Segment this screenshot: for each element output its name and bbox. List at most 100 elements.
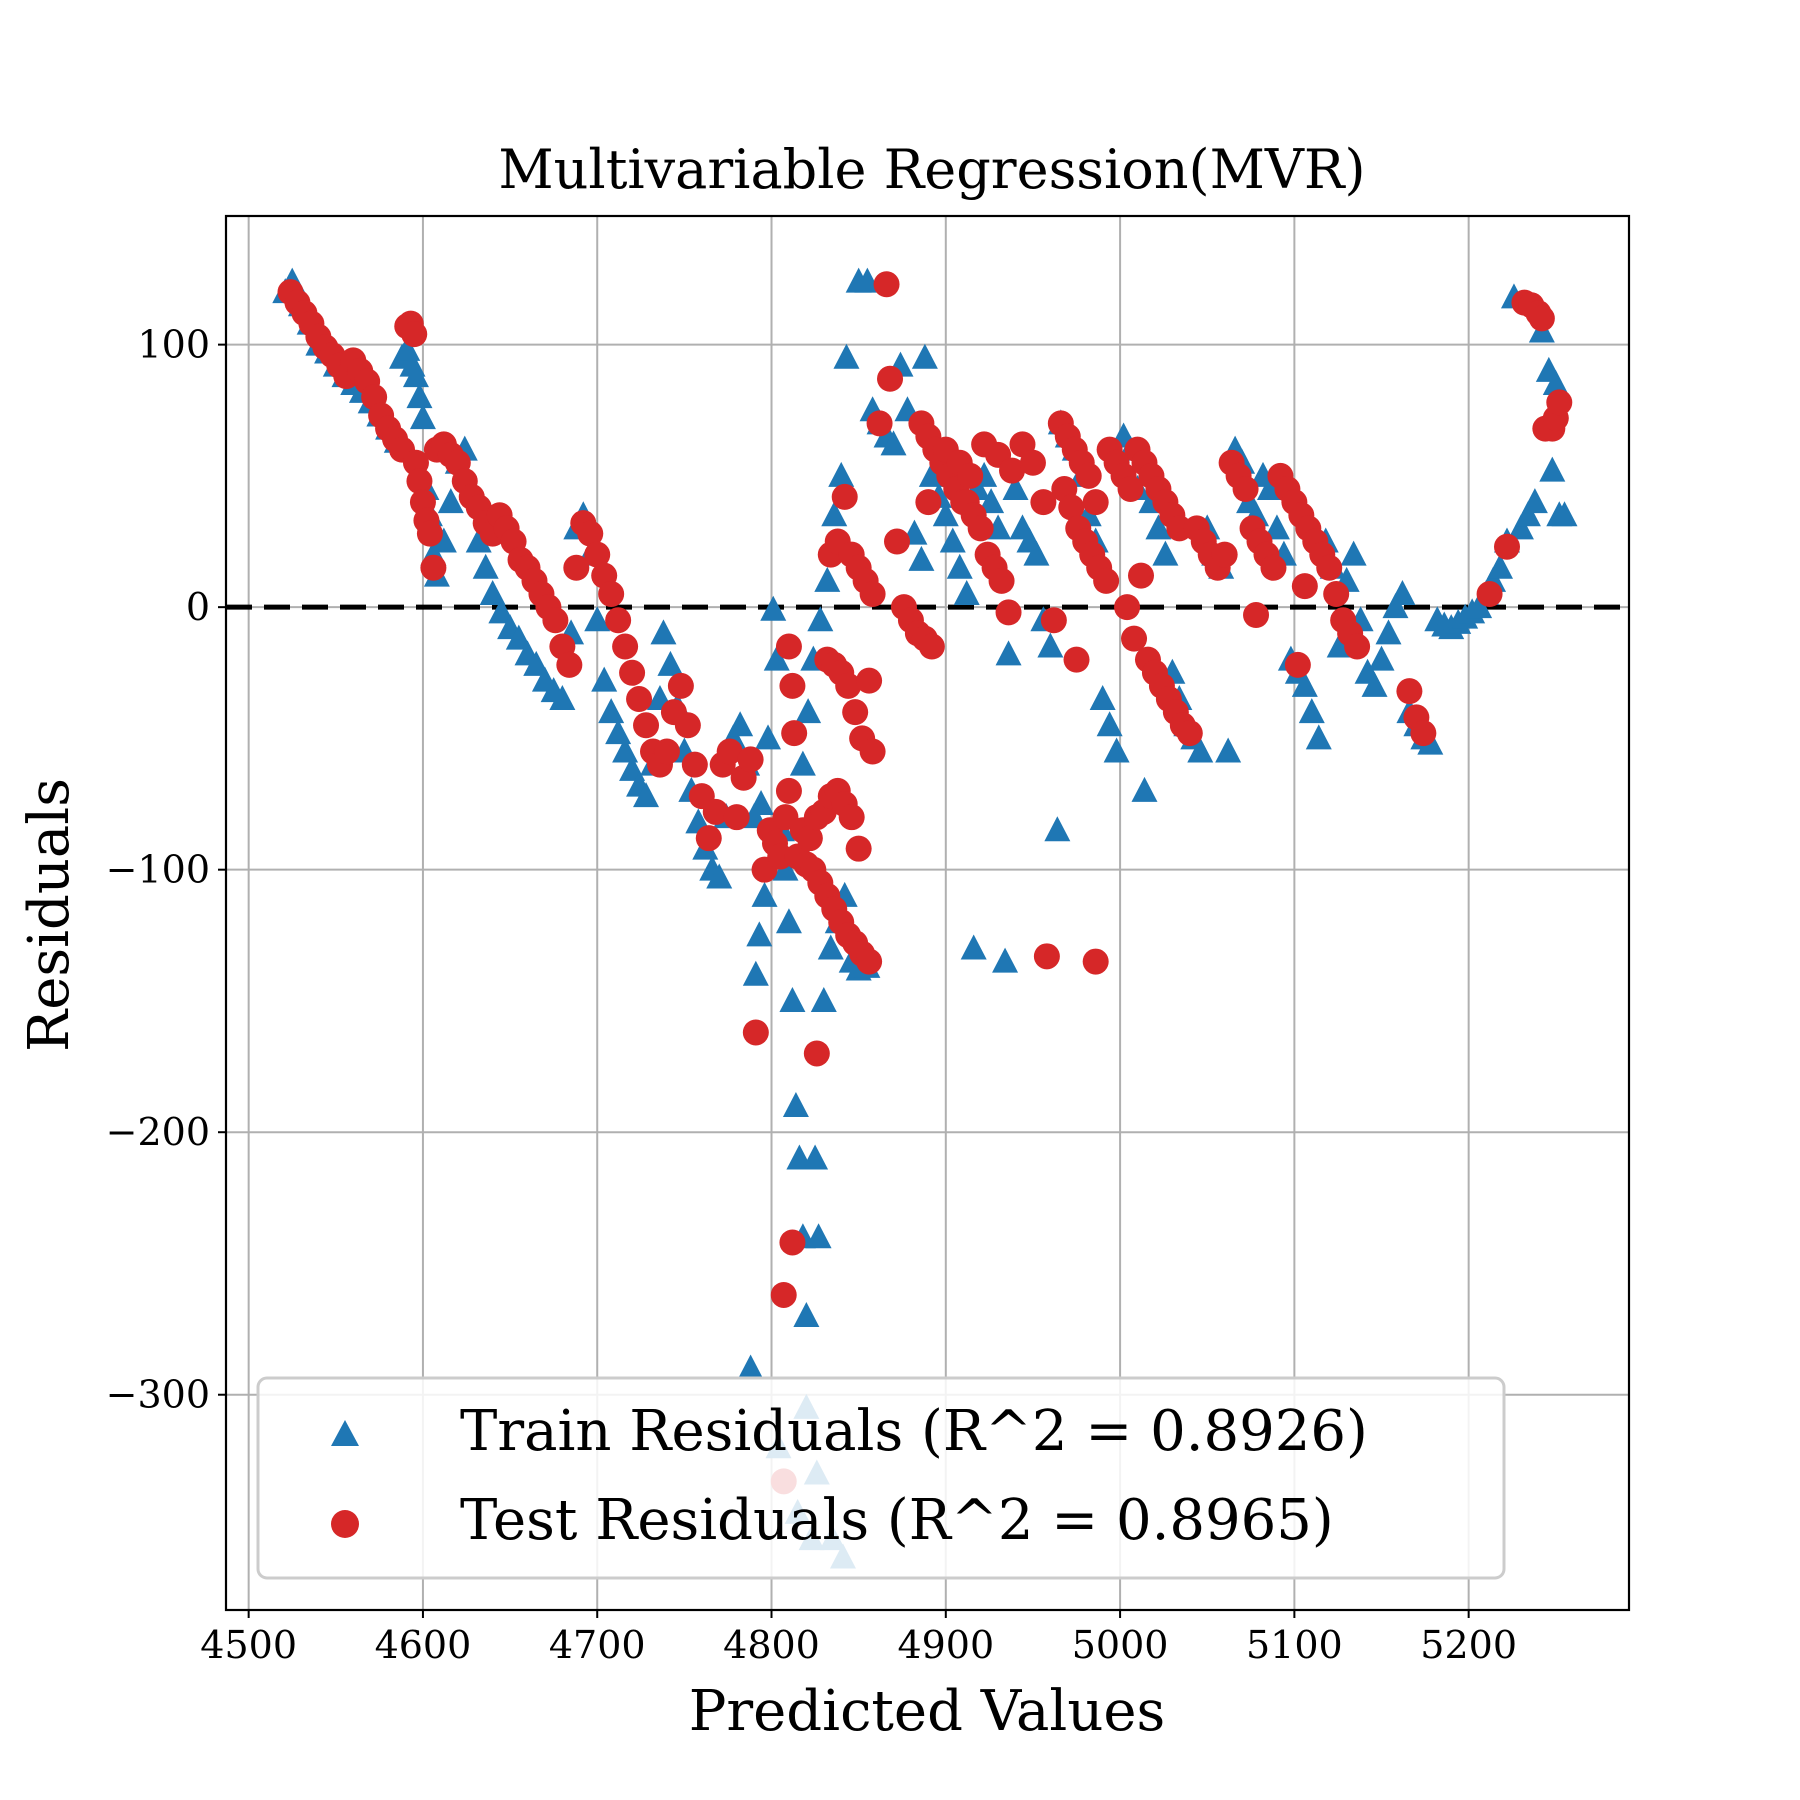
test-point	[1528, 305, 1555, 332]
train-point	[992, 947, 1019, 973]
test-point	[563, 554, 590, 581]
train-point	[939, 527, 966, 553]
test-point	[737, 746, 764, 773]
y-tick-label: −200	[106, 1110, 210, 1154]
test-point	[1344, 633, 1371, 660]
train-point	[523, 650, 550, 676]
train-point	[775, 908, 802, 934]
train-point	[1215, 737, 1242, 763]
train-point	[1145, 514, 1172, 540]
test-point	[1114, 594, 1141, 621]
y-axis-label: Residuals	[17, 778, 82, 1052]
test-point	[416, 520, 443, 547]
test-point	[633, 712, 660, 739]
train-point	[505, 624, 532, 650]
test-point	[779, 672, 806, 699]
test-point	[742, 1019, 769, 1046]
train-point	[727, 711, 754, 737]
test-point	[877, 365, 904, 392]
train-point	[763, 645, 790, 671]
test-point	[1396, 678, 1423, 705]
legend-test-marker	[331, 1510, 359, 1538]
legend-test-label: Test Residuals (R^2 = 0.8965)	[460, 1488, 1334, 1553]
train-point	[1551, 501, 1578, 527]
train-point	[1089, 685, 1116, 711]
train-point	[1187, 737, 1214, 763]
test-point	[1082, 948, 1109, 975]
test-point	[1121, 625, 1148, 652]
train-point	[1539, 456, 1566, 482]
train-point	[1037, 632, 1064, 658]
train-point	[437, 488, 464, 514]
train-point	[911, 343, 938, 369]
test-point	[1093, 567, 1120, 594]
x-axis-ticks: 4500 4600 4700 4800 4900 5000 5100 5200	[200, 1610, 1517, 1667]
train-point	[807, 606, 834, 632]
train-point	[880, 430, 907, 456]
y-axis-ticks: −300 −200 −100 0 100	[106, 323, 226, 1417]
train-point	[748, 790, 775, 816]
test-point	[1284, 651, 1311, 678]
train-point	[1389, 580, 1416, 606]
train-point	[1361, 671, 1388, 697]
test-point	[406, 468, 433, 495]
train-point	[814, 566, 841, 592]
test-point	[775, 633, 802, 660]
train-point	[650, 619, 677, 645]
test-point	[1176, 720, 1203, 747]
train-point	[1152, 540, 1179, 566]
plot-frame	[224, 214, 1631, 1612]
y-tick-label: 100	[137, 323, 210, 367]
train-point	[488, 598, 515, 624]
train-point	[737, 1354, 764, 1380]
train-point	[1542, 370, 1569, 396]
test-point	[859, 581, 886, 608]
test-point	[781, 720, 808, 747]
train-point	[1375, 619, 1402, 645]
train-point	[612, 737, 639, 763]
train-point	[1507, 514, 1534, 540]
test-point	[803, 1040, 830, 1067]
x-tick-label: 4700	[549, 1623, 646, 1667]
train-point	[1263, 514, 1290, 540]
test-series	[277, 271, 1573, 1495]
test-point	[988, 567, 1015, 594]
test-point	[1033, 943, 1060, 970]
train-point	[833, 343, 860, 369]
train-point	[751, 881, 778, 907]
test-point	[716, 738, 743, 765]
legend-train-marker	[331, 1420, 359, 1446]
chart-title: Multivariable Regression(MVR)	[498, 138, 1365, 201]
train-point	[742, 960, 769, 986]
test-point	[775, 777, 802, 804]
train-point	[782, 1091, 809, 1117]
data-points	[272, 267, 1578, 1569]
test-point	[884, 528, 910, 555]
train-point	[430, 527, 457, 553]
test-point	[842, 699, 869, 726]
test-point	[1211, 541, 1238, 568]
train-point	[1096, 711, 1123, 737]
test-point	[612, 633, 639, 660]
train-point	[805, 1223, 832, 1249]
test-point	[915, 489, 942, 516]
train-point	[591, 666, 618, 692]
test-point	[1063, 646, 1090, 673]
x-tick-label: 5100	[1246, 1623, 1343, 1667]
legend-box	[256, 1376, 1506, 1580]
train-point	[1521, 488, 1548, 514]
legend: Train Residuals (R^2 = 0.8926) Test Resi…	[256, 1376, 1506, 1580]
test-point	[702, 798, 729, 825]
test-point	[681, 751, 708, 778]
test-point	[619, 659, 646, 686]
train-point	[1466, 593, 1493, 619]
train-point	[472, 553, 499, 579]
test-point	[835, 672, 862, 699]
train-point	[584, 606, 611, 632]
train-point	[1044, 816, 1071, 842]
test-point	[695, 825, 722, 852]
test-point	[779, 1229, 806, 1256]
test-point	[866, 410, 893, 437]
train-point	[953, 580, 980, 606]
